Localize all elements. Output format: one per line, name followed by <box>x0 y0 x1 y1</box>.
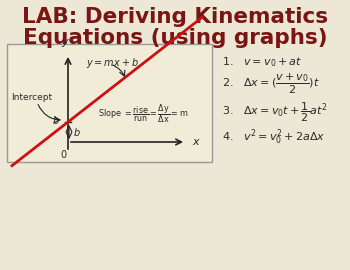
Text: 0: 0 <box>60 150 66 160</box>
Text: 3.   $\Delta x = v_0 t + \dfrac{1}{2}at^2$: 3. $\Delta x = v_0 t + \dfrac{1}{2}at^2$ <box>222 100 328 124</box>
Text: $y = mx + b$: $y = mx + b$ <box>86 56 139 70</box>
Text: 2.   $\Delta x = (\dfrac{v + v_0}{2})t$: 2. $\Delta x = (\dfrac{v + v_0}{2})t$ <box>222 72 320 96</box>
Text: Intercept: Intercept <box>11 93 52 102</box>
Text: Equations (using graphs): Equations (using graphs) <box>23 28 327 48</box>
Text: $b$: $b$ <box>73 126 81 138</box>
Text: LAB: Deriving Kinematics: LAB: Deriving Kinematics <box>22 7 328 27</box>
Text: Slope $= \dfrac{\rm rise}{\rm run} = \dfrac{\Delta y}{\Delta x} = m$: Slope $= \dfrac{\rm rise}{\rm run} = \df… <box>98 103 188 125</box>
Bar <box>7 44 212 162</box>
Text: 1.   $v = v_0 + at$: 1. $v = v_0 + at$ <box>222 55 302 69</box>
Text: 4.   $v^2 = v_0^2 + 2a\Delta x$: 4. $v^2 = v_0^2 + 2a\Delta x$ <box>222 127 326 147</box>
Text: $y$: $y$ <box>61 37 70 49</box>
Text: $x$: $x$ <box>192 137 201 147</box>
Text: $b$: $b$ <box>52 114 60 126</box>
